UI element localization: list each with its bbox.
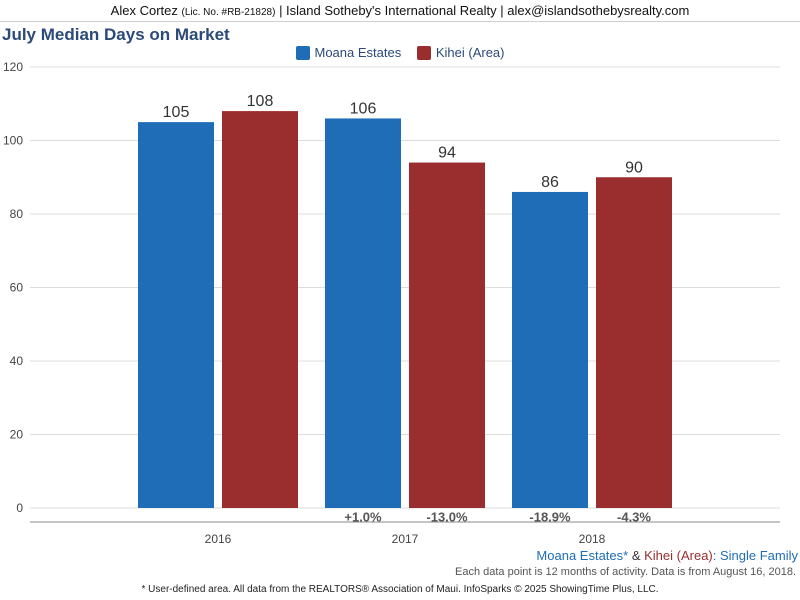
data-label: 106	[350, 100, 377, 117]
data-label: 86	[541, 174, 559, 191]
footer-area-2: Kihei (Area)	[644, 548, 713, 563]
y-tick-label: 0	[16, 501, 23, 515]
bar	[222, 111, 298, 508]
footer-source: * User-defined area. All data from the R…	[141, 584, 659, 595]
legend-label-series-2: Kihei (Area)	[435, 45, 505, 60]
y-tick-label: 80	[10, 207, 24, 221]
legend-item-series-1[interactable]: Moana Estates	[295, 45, 402, 60]
footer-legend: Moana Estates* & Kihei (Area): Single Fa…	[536, 548, 798, 563]
agent-company-email: | Island Sotheby's International Realty …	[279, 3, 690, 18]
footer-area-1: Moana Estates*	[536, 548, 629, 563]
change-label: +1.0%	[344, 510, 382, 525]
legend-label-series-1: Moana Estates	[314, 45, 402, 60]
chart-title: July Median Days on Market	[2, 25, 230, 44]
bar	[409, 162, 485, 509]
legend-item-series-2[interactable]: Kihei (Area)	[416, 45, 505, 60]
change-label: -4.3%	[617, 510, 651, 525]
x-tick-label: 2017	[392, 532, 419, 546]
footer-segment: : Single Family	[712, 548, 798, 563]
y-tick-label: 60	[10, 281, 24, 295]
data-label: 90	[625, 159, 643, 176]
y-tick-label: 120	[3, 60, 23, 74]
x-tick-label: 2018	[579, 532, 606, 546]
agent-header: Alex Cortez (Lic. No. #RB-21828) | Islan…	[0, 0, 800, 22]
y-tick-label: 20	[10, 428, 24, 442]
legend-swatch-series-2	[416, 45, 431, 60]
bar	[325, 118, 401, 508]
x-tick-label: 2016	[205, 532, 232, 546]
agent-license: (Lic. No. #RB-21828)	[181, 7, 276, 18]
y-tick-label: 40	[10, 354, 24, 368]
bar	[596, 177, 672, 508]
change-label: -18.9%	[529, 510, 571, 525]
data-label: 94	[438, 145, 456, 162]
bar	[138, 122, 214, 508]
y-tick-label: 100	[3, 134, 23, 148]
change-label: -13.0%	[426, 510, 468, 525]
legend-swatch-series-1	[295, 45, 310, 60]
bar	[512, 191, 588, 508]
data-label: 108	[247, 93, 274, 110]
agent-name: Alex Cortez	[110, 3, 178, 18]
data-label: 105	[163, 104, 190, 121]
footer-note: Each data point is 12 months of activity…	[455, 566, 796, 578]
chart-plot: 0 20 40 60 80 100 120 105 108 2016 106 +1.0% 94 -13.0…	[3, 60, 780, 546]
legend: Moana Estates Kihei (Area)	[0, 45, 800, 63]
footer-amp: &	[628, 548, 645, 563]
